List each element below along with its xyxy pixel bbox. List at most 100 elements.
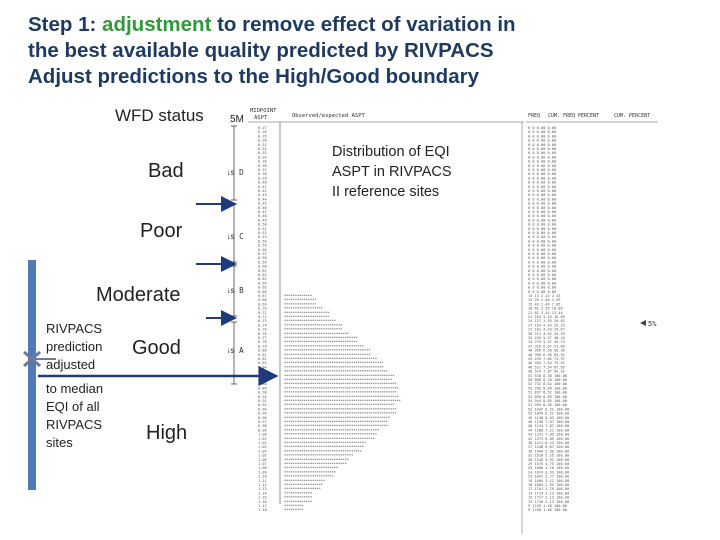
printout-row-label: 1.16 [258, 500, 267, 504]
printout-row-label: 0.35 [258, 160, 267, 164]
printout-row-figures: 30 1546 4.92 100.00 [528, 458, 569, 462]
printout-row-figures: 0 0 0.00 0.00 [528, 185, 556, 189]
printout-row-figures: 0 0 0.00 0.00 [528, 281, 556, 285]
printout-row-label: 0.41 [258, 185, 267, 189]
printout-row-label: 0.93 [258, 403, 267, 407]
printout-asterisk-bar: ****************************************… [284, 382, 397, 386]
printout-row-label: 0.73 [258, 319, 267, 323]
printout-asterisk-bar: **************************************** [284, 353, 371, 357]
printout-row-label: 0.32 [258, 147, 267, 151]
printout-row-label: 0.92 [258, 399, 267, 403]
printout-asterisk-bar: ****************************************… [284, 365, 384, 369]
five-m-label: 5M [230, 114, 244, 125]
printout-row-label: 0.57 [258, 252, 267, 256]
printout-row-figures: 0 0 0.00 0.00 [528, 168, 556, 172]
printout-row-label: 0.82 [258, 357, 267, 361]
printout-row-label: 1.11 [258, 479, 267, 483]
printout-asterisk-bar: ****************** [284, 483, 323, 487]
printout-row-label: 0.66 [258, 290, 267, 294]
printout-asterisk-bar: ****************************************… [284, 357, 377, 361]
printout-row-figures: 15 43 2.46 7.05 [528, 302, 560, 306]
printout-row-label: 0.53 [258, 235, 267, 239]
printout-row-figures: 0 0 0.00 0.00 [528, 239, 556, 243]
printout-asterisk-bar: ****************************************… [284, 416, 390, 420]
printout-row-label: 0.70 [258, 307, 267, 311]
printout-row-label: 0.33 [258, 151, 267, 155]
printout-row-figures: 0 0 0.00 0.00 [528, 193, 556, 197]
printout-asterisk-bar: ****************************************… [284, 424, 388, 428]
printout-row-figures: 0 0 0.00 0.00 [528, 181, 556, 185]
printout-class-d: Class D [228, 168, 244, 177]
printout-row-label: 1.02 [258, 441, 267, 445]
printout-row-figures: 17 1701 2.79 100.00 [528, 487, 569, 491]
printout-row-label: 1.00 [258, 433, 267, 437]
printout-row-figures: 0 0 0.00 0.00 [528, 231, 556, 235]
printout-row-figures: 0 0 0.00 0.00 [528, 290, 556, 294]
printout-asterisk-bar: ********* [284, 504, 303, 508]
printout-row-label: 0.27 [258, 126, 267, 130]
status-poor: Poor [140, 220, 183, 242]
printout-row-label: 0.71 [258, 311, 267, 315]
printout-row-label: 1.15 [258, 496, 267, 500]
printout-asterisk-bar: ****************************************… [284, 433, 377, 437]
printout-row-label: 0.48 [258, 214, 267, 218]
printout-row-label: 0.59 [258, 260, 267, 264]
printout-asterisk-bar: ****************************** [284, 332, 349, 336]
printout-asterisk-bar: ************************************** [284, 441, 366, 445]
printout-row-figures: 21 82 3.44 13.44 [528, 311, 563, 315]
printout-row-figures: 0 0 0.00 0.00 [528, 210, 556, 214]
printout-row-figures: 53 785 8.69 100.00 [528, 386, 567, 390]
printout-header-freq: FREQ [528, 113, 540, 119]
printout-row-label: 0.47 [258, 210, 267, 214]
adjustment-note-part1: RIVPACS prediction adjusted [46, 321, 103, 372]
printout-header-left-2: ASPT [254, 115, 268, 121]
printout-asterisk-bar: ****************************************… [284, 386, 399, 390]
printout-asterisk-bar: ************* [284, 496, 312, 500]
printout-row-figures: 40 356 6.56 58.36 [528, 349, 565, 353]
printout-row-figures: 13 1727 2.13 100.00 [528, 496, 569, 500]
reference-sites-printout: MIDPOINT ASPT Observed/expected ASPT FRE… [228, 104, 664, 536]
printout-asterisk-bar: ******************************** [284, 454, 353, 458]
printout-row-figures: 46 485 7.54 79.51 [528, 361, 565, 365]
printout-row-figures: 0 0 0.00 0.00 [528, 235, 556, 239]
printout-row-figures: 40 396 6.56 64.92 [528, 353, 565, 357]
printout-row-label: 0.68 [258, 298, 267, 302]
printout-row-figures: 0 0 0.00 0.00 [528, 197, 556, 201]
printout-row-label: 1.07 [258, 462, 267, 466]
printout-row-figures: 34 279 5.57 45.74 [528, 340, 565, 344]
printout-asterisk-bar: ****************************************… [284, 403, 394, 407]
printout-row-figures: 24 1624 3.93 100.00 [528, 470, 569, 474]
printout-row-label: 0.80 [258, 349, 267, 353]
printout-row-figures: 48 1244 7.87 100.00 [528, 424, 569, 428]
printout-header-cumfreq: CUM. FREQ [548, 113, 575, 119]
printout-row-label: 1.09 [258, 470, 267, 474]
printout-row-label: 0.69 [258, 302, 267, 306]
slide-title: Step 1: adjustment to remove effect of v… [28, 12, 708, 90]
printout-row-figures: 27 154 4.43 25.25 [528, 323, 565, 327]
printout-row-figures: 18 61 2.95 10.00 [528, 307, 563, 311]
printout-row-figures: 30 211 4.92 34.59 [528, 332, 565, 336]
printout-row-figures: 48 579 7.87 94.92 [528, 370, 565, 374]
printout-asterisk-bar: ****************************************… [284, 395, 399, 399]
printout-asterisk-bar: ****************************************… [284, 370, 388, 374]
printout-row-figures: 38 1411 6.23 100.00 [528, 441, 569, 445]
printout-row-label: 0.37 [258, 168, 267, 172]
printout-asterisk-bar: *************** [284, 298, 316, 302]
printout-row-label: 0.65 [258, 286, 267, 290]
printout-row-label: 1.14 [258, 491, 267, 495]
printout-row-label: 0.60 [258, 265, 267, 269]
printout-row-figures: 0 0 0.00 0.00 [528, 248, 556, 252]
printout-row-figures: 0 0 0.00 0.00 [528, 143, 556, 147]
printout-row-figures: 9 1749 1.48 100.00 [528, 504, 567, 508]
printout-row-label: 0.40 [258, 181, 267, 185]
printout-five-percent-marker: 5% [648, 320, 657, 328]
printout-asterisk-bar: ************************************ [284, 449, 362, 453]
title-line-3: Adjust predictions to the High/Good boun… [28, 65, 479, 88]
printout-row-label: 0.58 [258, 256, 267, 260]
printout-row-label: 0.97 [258, 420, 267, 424]
printout-row-label: 0.99 [258, 428, 267, 432]
printout-asterisk-bar: *************** [284, 302, 316, 306]
status-moderate: Moderate [96, 284, 181, 306]
printout-row-label: 0.72 [258, 315, 267, 319]
printout-row-figures: 43 439 7.05 71.97 [528, 357, 565, 361]
